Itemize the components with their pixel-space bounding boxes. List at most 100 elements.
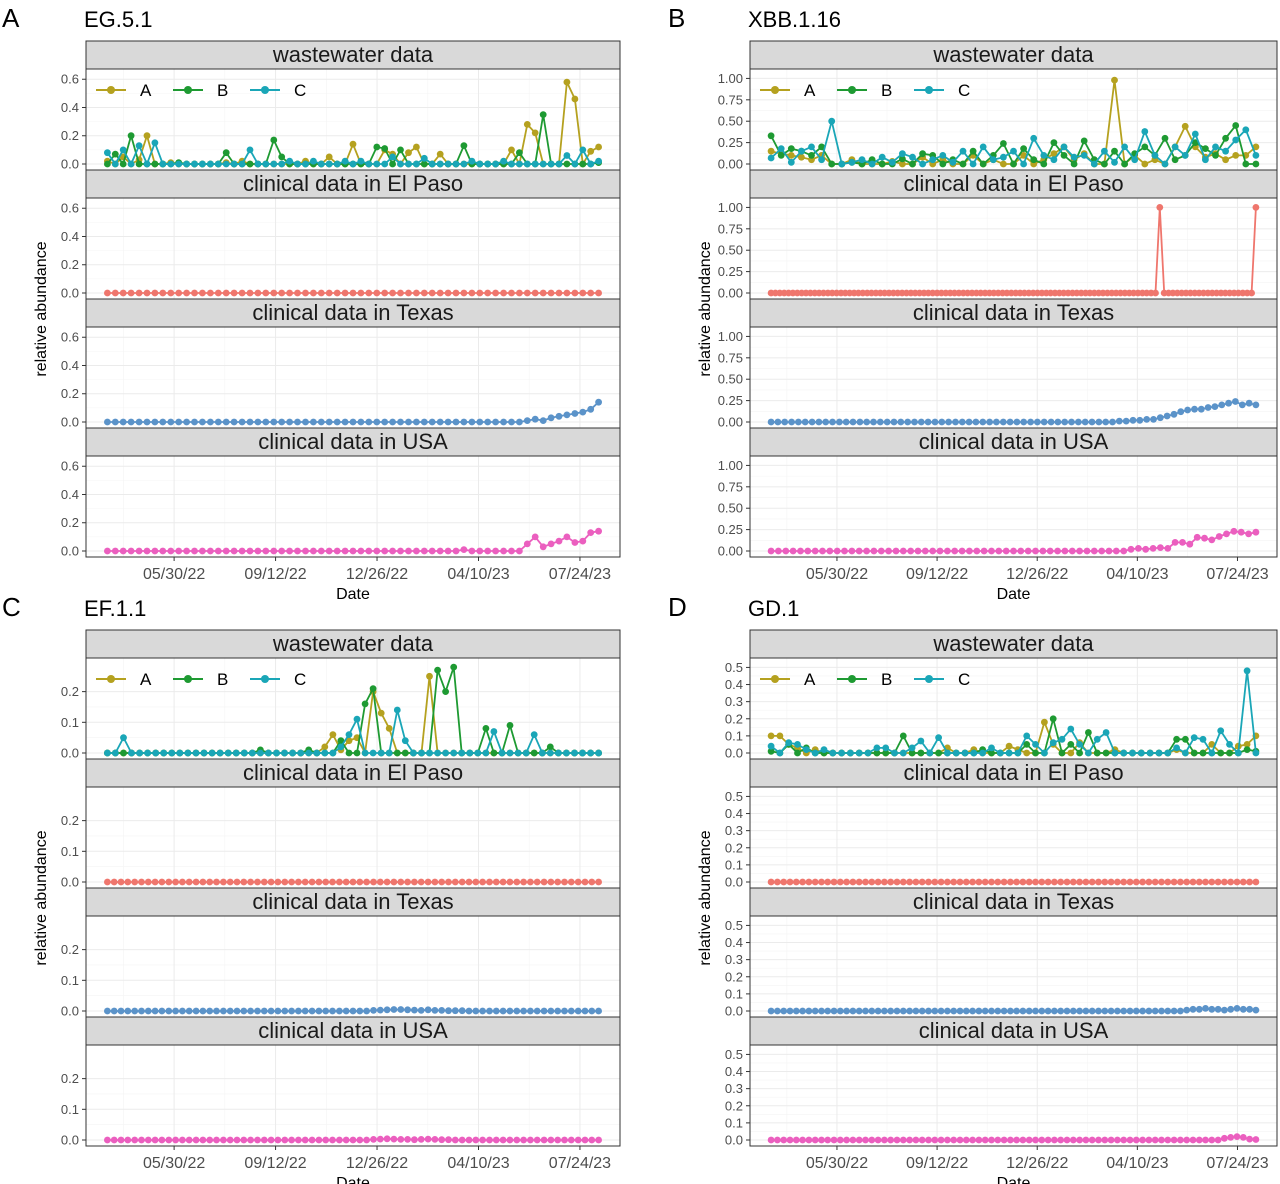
data-point — [887, 1007, 895, 1015]
data-point — [254, 878, 261, 886]
data-point — [1126, 1136, 1134, 1144]
x-tick-label: 09/12/22 — [906, 566, 968, 583]
data-point — [492, 289, 499, 297]
data-point — [1208, 741, 1216, 748]
data-point — [1221, 1134, 1228, 1142]
facet-strip — [85, 40, 621, 70]
data-point — [1069, 1136, 1077, 1144]
data-point — [393, 706, 401, 714]
data-point — [547, 289, 555, 297]
data-point — [246, 547, 254, 555]
data-point — [321, 749, 329, 757]
y-tick-label: 0.0 — [61, 157, 79, 172]
data-point — [1126, 1007, 1134, 1015]
data-point — [1202, 1136, 1209, 1144]
data-point — [539, 160, 547, 168]
data-point — [342, 1136, 350, 1144]
data-point — [370, 1136, 377, 1143]
data-point — [909, 153, 916, 161]
data-point — [357, 289, 365, 297]
legend-key-point — [848, 675, 856, 683]
data-point — [780, 1007, 788, 1015]
y-tick-label: 0.5 — [725, 789, 743, 804]
y-tick-label: 0.75 — [718, 479, 743, 494]
data-point — [506, 878, 514, 886]
facet-strip — [85, 169, 621, 199]
data-point — [1189, 1136, 1197, 1144]
data-point — [172, 878, 180, 886]
data-point — [1161, 160, 1169, 168]
data-point — [1177, 1136, 1184, 1144]
data-point — [777, 145, 785, 153]
subfigure-title: XBB.1.16 — [748, 7, 841, 32]
data-point — [143, 132, 151, 140]
data-point — [921, 547, 929, 555]
data-point — [369, 749, 377, 757]
data-point — [520, 878, 527, 886]
data-point — [1114, 878, 1121, 886]
data-point — [862, 1136, 869, 1144]
data-point — [962, 1136, 970, 1144]
data-point — [381, 289, 389, 297]
subfigure-a: A EG.5.1 wastewater data 0.0 0.2 0.4 0.6 A B Ccli… — [2, 3, 621, 603]
data-point — [230, 160, 238, 168]
data-point — [1202, 878, 1209, 886]
y-tick-label: 1.00 — [718, 458, 743, 473]
data-point — [233, 1136, 241, 1144]
data-point — [1058, 749, 1066, 757]
data-point — [1201, 534, 1208, 542]
panel-border — [85, 455, 621, 558]
panel-background — [86, 1045, 620, 1146]
data-point — [811, 1136, 819, 1144]
data-point — [1182, 735, 1189, 743]
data-point — [1204, 404, 1212, 411]
data-point — [574, 1007, 582, 1015]
data-point — [1252, 401, 1260, 409]
facet-strip-label: wastewater data — [932, 631, 1094, 656]
data-point — [554, 1136, 562, 1144]
x-tick-label: 07/24/23 — [549, 1155, 611, 1172]
y-tick-label: 0.4 — [61, 487, 79, 502]
data-point — [317, 160, 325, 168]
data-point — [369, 685, 377, 692]
data-point — [595, 289, 602, 297]
legend-key-point — [107, 86, 115, 94]
data-point — [1049, 739, 1057, 747]
data-point — [1238, 401, 1246, 409]
data-point — [1025, 1136, 1033, 1144]
data-point — [937, 1007, 945, 1015]
data-point — [1146, 749, 1154, 757]
data-point — [110, 1007, 118, 1015]
legend-item-b: B — [173, 670, 228, 689]
y-tick-label: 0.2 — [61, 515, 79, 530]
facet-strip — [749, 169, 1278, 199]
data-point — [315, 1136, 323, 1144]
data-point — [479, 1007, 486, 1015]
data-point — [1129, 416, 1137, 424]
data-point — [442, 688, 449, 695]
data-point — [336, 878, 343, 886]
data-point — [581, 878, 589, 886]
data-point — [981, 1007, 989, 1015]
data-point — [513, 1136, 521, 1144]
data-point — [151, 1136, 159, 1144]
data-point — [468, 418, 476, 426]
data-point — [1164, 1007, 1172, 1015]
data-point — [333, 418, 341, 426]
data-point — [579, 289, 587, 297]
data-point — [995, 547, 1003, 555]
data-point — [333, 160, 341, 168]
data-point — [1060, 152, 1068, 159]
data-point — [270, 547, 278, 555]
data-point — [356, 878, 364, 886]
data-point — [411, 878, 418, 886]
data-point — [919, 160, 926, 168]
data-point — [119, 146, 127, 154]
y-tick-label: 0.4 — [725, 677, 743, 692]
data-point — [428, 547, 436, 555]
data-point — [246, 418, 254, 426]
data-point — [417, 1136, 425, 1143]
data-point — [1195, 1005, 1203, 1013]
series-texas — [104, 398, 602, 426]
data-point — [531, 160, 539, 168]
